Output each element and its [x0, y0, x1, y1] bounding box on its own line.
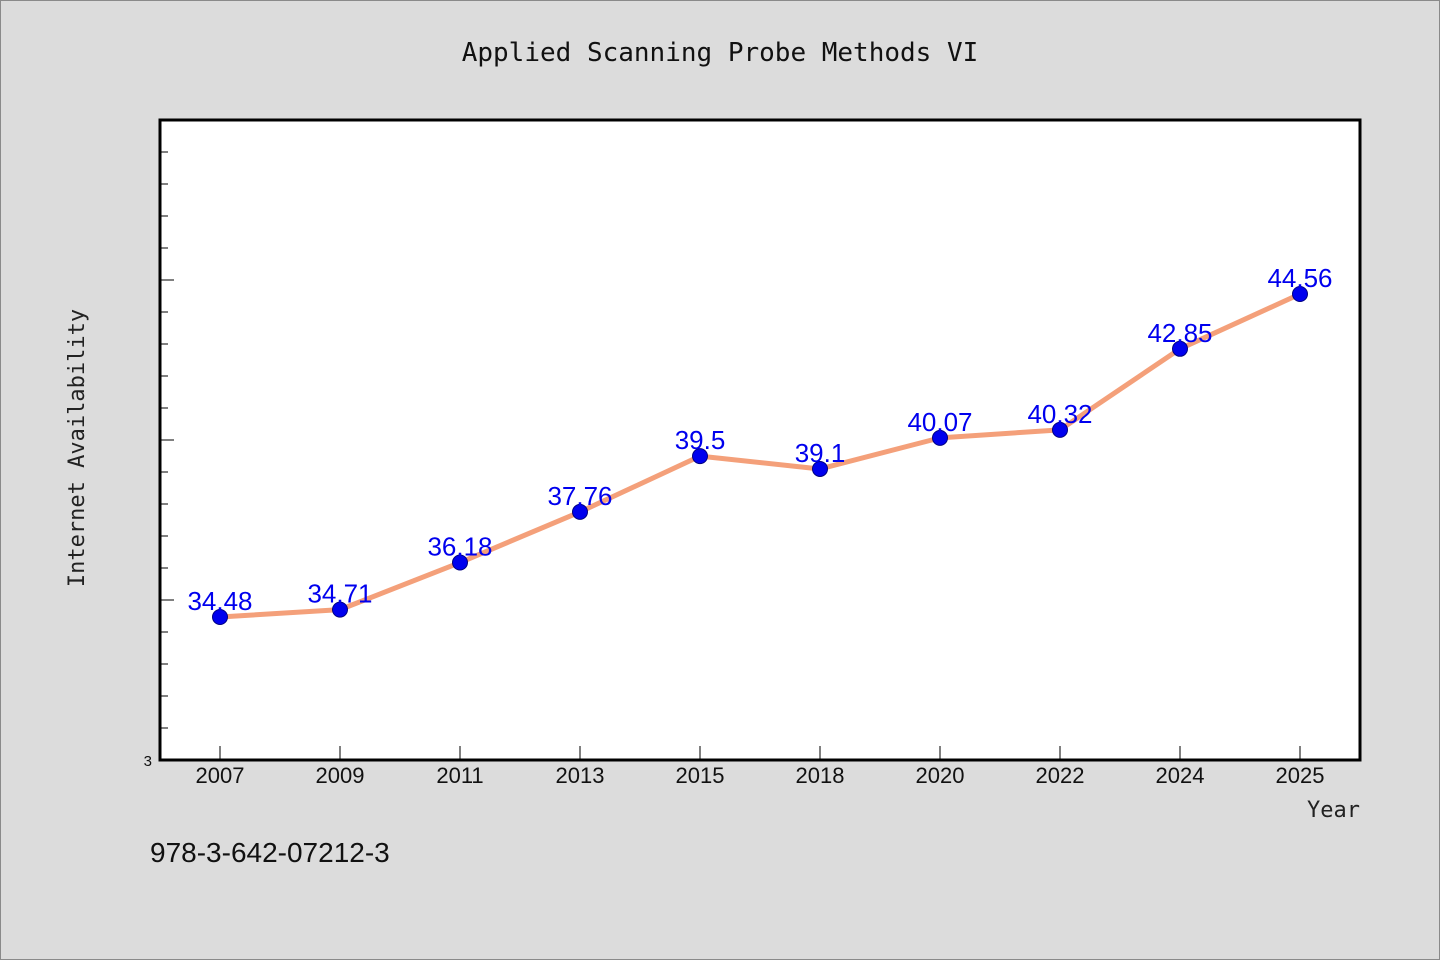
x-tick-labels: 2007 2009 2011 2013 2015 2018 2020 2022 2024 2025 — [196, 763, 1325, 788]
x-tick-label: 2011 — [436, 763, 483, 788]
data-point — [572, 503, 588, 520]
data-label: 40.32 — [1027, 399, 1092, 429]
chart-title: Applied Scanning Probe Methods VI — [462, 38, 979, 68]
x-tick-label: 2009 — [316, 763, 365, 788]
x-axis-ticks — [219, 746, 1301, 760]
data-label: 40.07 — [907, 407, 972, 437]
data-point — [812, 460, 828, 477]
x-tick-label: 2022 — [1036, 763, 1085, 788]
series-layer: 34.48 34.71 36.18 37.76 39.5 39.1 40.07 40.32 42… — [187, 263, 1333, 625]
data-label: 44.56 — [1267, 263, 1332, 293]
x-tick-label: 2025 — [1276, 763, 1325, 788]
data-point — [452, 554, 468, 571]
data-label: 34.48 — [187, 586, 252, 616]
y-axis-label: Internet Availability — [65, 309, 90, 587]
x-tick-label: 2018 — [796, 763, 845, 788]
data-point — [932, 429, 948, 446]
data-label: 39.1 — [795, 438, 846, 468]
x-axis-label: Year — [1307, 798, 1360, 823]
data-point — [332, 601, 348, 618]
data-label: 42.85 — [1147, 318, 1212, 348]
x-tick-label: 2013 — [556, 763, 605, 788]
data-point — [692, 448, 708, 465]
data-point — [1052, 421, 1068, 438]
plot-border — [158, 118, 1362, 762]
y-tick-label-min: 3 — [144, 753, 152, 770]
x-tick-label: 2015 — [676, 763, 725, 788]
data-point — [1172, 340, 1188, 357]
data-label: 39.5 — [675, 425, 726, 455]
series-line — [217, 291, 1303, 620]
isbn-footer: 978-3-642-07212-3 — [150, 837, 390, 868]
x-tick-label: 2007 — [196, 763, 245, 788]
data-label: 34.71 — [307, 579, 372, 609]
data-label: 36.18 — [427, 532, 492, 562]
plot-area — [160, 120, 1360, 760]
x-tick-label: 2024 — [1156, 763, 1205, 788]
data-label: 37.76 — [547, 481, 612, 511]
data-point — [212, 609, 228, 625]
x-tick-label: 2020 — [916, 763, 965, 788]
data-point — [1292, 286, 1308, 302]
